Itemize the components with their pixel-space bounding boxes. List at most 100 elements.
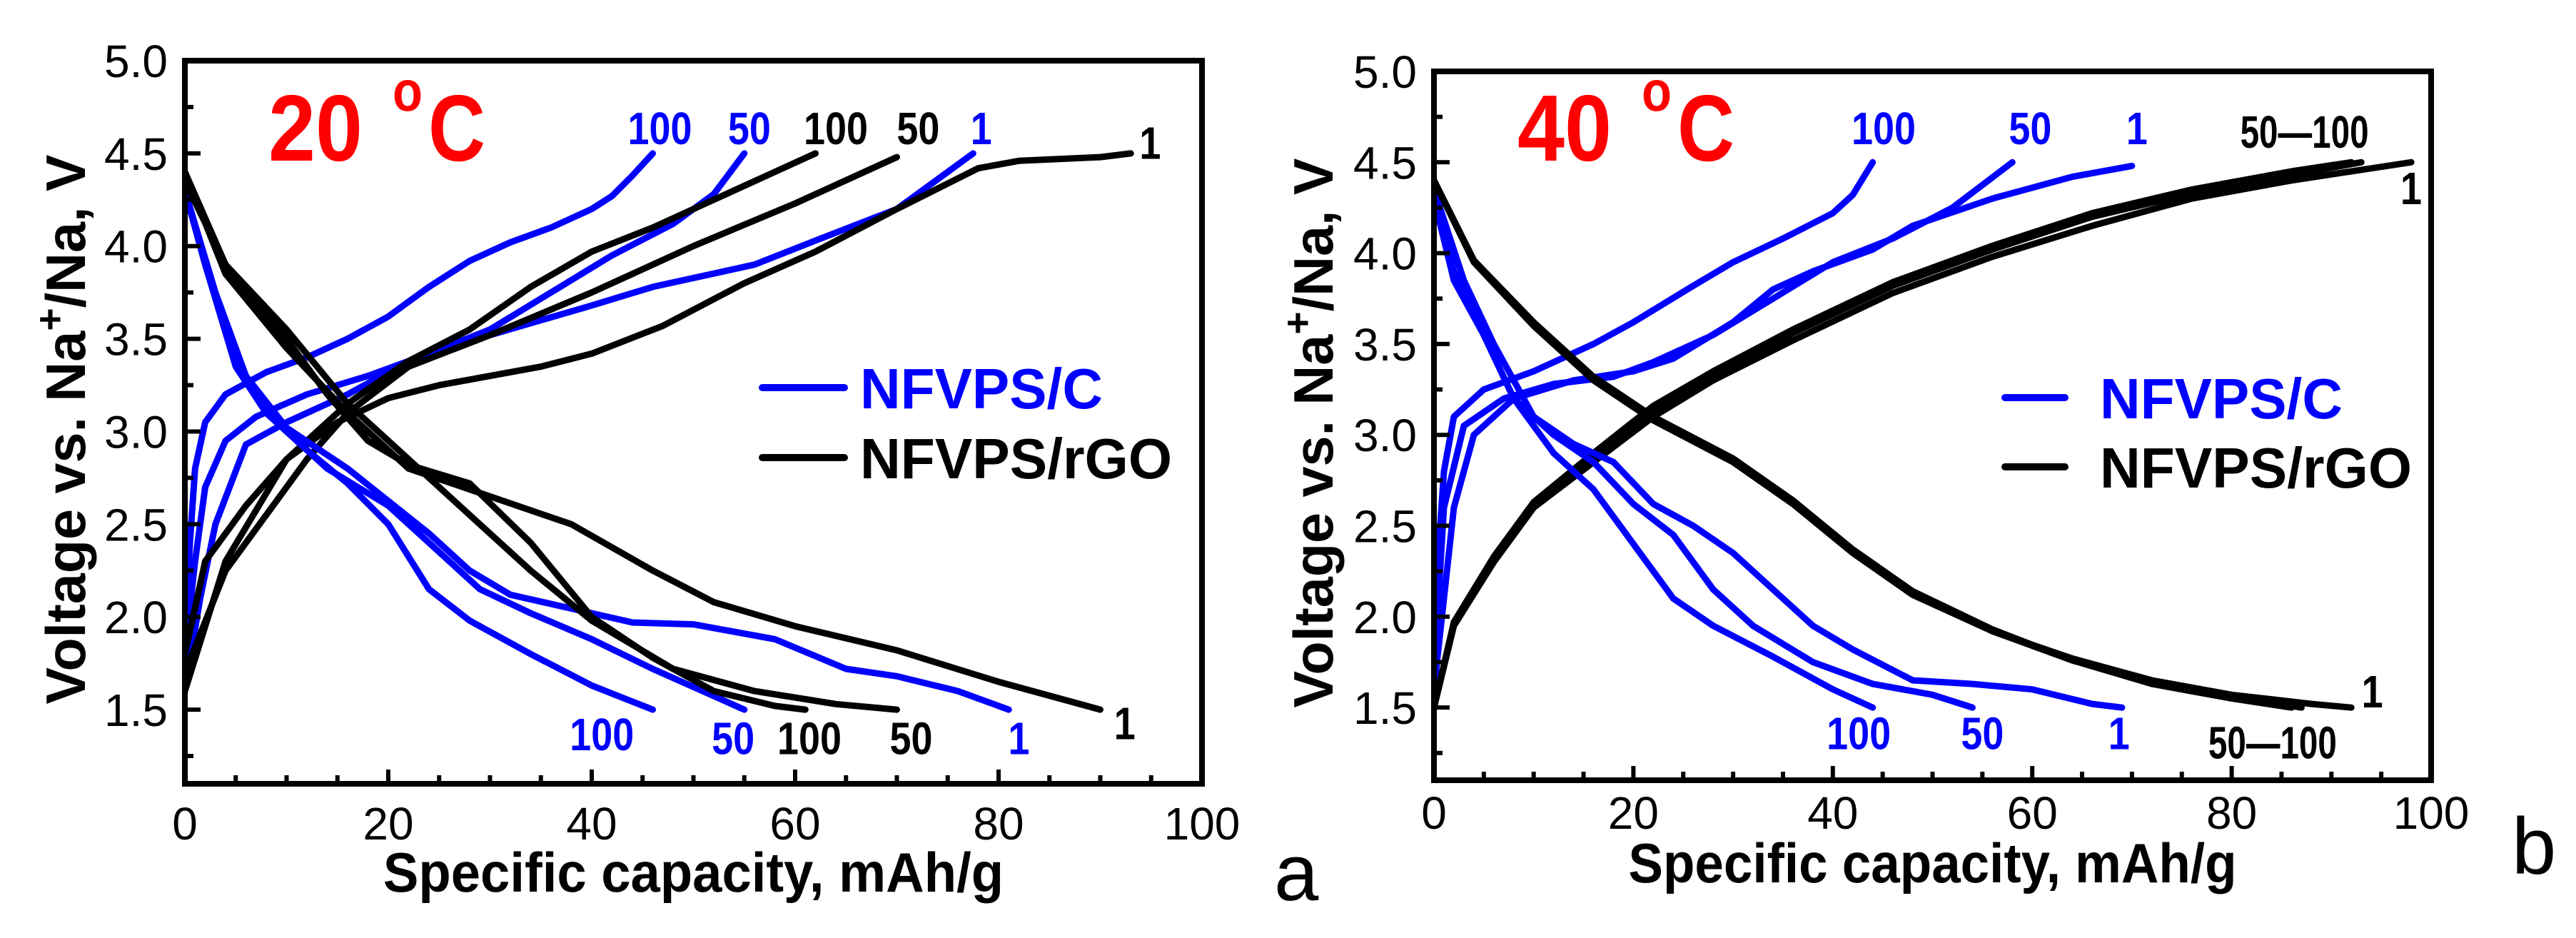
rate-annotation: 1: [2108, 708, 2130, 760]
rate-annotation: 50: [2009, 103, 2051, 154]
rate-annotation: 50: [728, 103, 771, 154]
series-nfvps-rgo-50-charge: [1434, 158, 2365, 711]
y-tick-label: 4.0: [104, 221, 168, 273]
x-axis-title: Specific capacity, mAh/g: [383, 841, 1004, 904]
rate-annotation: 1: [1009, 712, 1030, 764]
y-tick-label: 2.5: [1353, 501, 1417, 553]
series-nfvps-c-100-charge: [185, 150, 656, 639]
series-nfvps-rgo-1-charge: [1434, 158, 2415, 711]
y-axis-title-main: Voltage vs. Na: [34, 331, 97, 704]
y-tick-label: 4.0: [1353, 228, 1417, 280]
x-tick-label: 0: [172, 798, 198, 849]
series-nfvps-c-1-discharge: [1434, 186, 2126, 711]
rate-annotation: 100: [570, 709, 634, 760]
y-tick-label: 1.5: [1353, 682, 1417, 734]
temperature-value: 20: [268, 76, 363, 181]
x-tick-label: 80: [2206, 787, 2257, 839]
y-tick-label: 3.5: [1353, 319, 1417, 370]
y-tick-label: 2.0: [104, 592, 168, 643]
series-nfvps-rgo-1-discharge: [185, 168, 1103, 713]
series-nfvps-rgo-100-discharge: [185, 178, 809, 713]
series-nfvps-rgo-100-charge: [1434, 158, 2355, 711]
series-nfvps-rgo-100-charge: [185, 150, 819, 657]
y-tick-label: 3.0: [1353, 410, 1417, 461]
series-group: [185, 150, 1134, 713]
x-tick-label: 60: [769, 798, 820, 849]
legend-label: NFVPS/C: [860, 357, 1103, 420]
y-tick-label: 3.0: [104, 406, 168, 458]
rate-annotation: 50: [896, 103, 939, 154]
legend-label: NFVPS/rGO: [2100, 436, 2412, 500]
rate-annotation: 1: [2362, 666, 2383, 717]
x-tick-label: 80: [973, 798, 1024, 849]
rate-annotation: 100: [777, 712, 842, 764]
y-tick-label: 5.0: [1353, 46, 1417, 98]
rate-annotation: 100: [627, 103, 692, 154]
rate-annotation: 1: [2400, 163, 2422, 214]
rate-annotation: 100: [1827, 708, 1891, 760]
panel-letter: b: [2512, 802, 2556, 891]
legend: NFVPS/C NFVPS/rGO: [759, 357, 1172, 490]
temperature-label: 40 o C: [1517, 59, 1734, 181]
panel-a: 0 20 40 60 80 100 1.5 2.0 2.5 3.0 3.5 4.0 4.5 5.0 Spec…: [27, 36, 1319, 917]
series-nfvps-c-100-charge: [1434, 158, 1877, 657]
series-nfvps-rgo-1-charge: [185, 150, 1134, 695]
series-nfvps-c-1-charge: [1434, 162, 2136, 693]
x-tick-label: 40: [566, 798, 617, 849]
series-nfvps-rgo-50-charge: [185, 153, 900, 676]
series-nfvps-c-100-discharge: [185, 187, 656, 713]
x-tick-label: 60: [2007, 787, 2058, 839]
x-tick-label: 0: [1421, 787, 1447, 839]
rate-annotation: 1: [1114, 698, 1136, 750]
panel-b: 0 20 40 60 80 100 1.5 2.0 2.5 3.0 3.5 4.0 4.5 5.0 Spec…: [1275, 46, 2556, 894]
x-tick-label: 20: [1608, 787, 1659, 839]
series-nfvps-c-1-discharge: [185, 187, 1012, 713]
series-nfvps-c-50-discharge: [185, 187, 748, 713]
rate-annotation: 50—100: [2208, 717, 2337, 768]
x-tick-label: 100: [1164, 798, 1241, 849]
rate-annotation: 1: [2126, 103, 2148, 154]
series-group: [1434, 158, 2415, 711]
y-axis-title: Voltage vs. Na+/Na, V: [27, 155, 97, 705]
series-nfvps-rgo-100-discharge: [1434, 177, 2295, 711]
y-axis-title-rest: /Na, V: [34, 155, 97, 308]
degree-symbol: o: [1642, 59, 1672, 123]
y-axis-title: Voltage vs. Na+/Na, V: [1275, 158, 1345, 708]
rate-annotation: 50: [1961, 708, 2004, 760]
x-tick-label: 40: [1807, 787, 1858, 839]
y-tick-label: 2.5: [104, 499, 168, 550]
y-axis-title-main: Voltage vs. Na: [1282, 334, 1345, 707]
rate-annotation: 50: [889, 712, 932, 764]
temperature-value: 40: [1517, 76, 1612, 181]
rate-annotation: 100: [1852, 103, 1916, 154]
y-axis-title-superscript: +: [27, 308, 72, 331]
y-axis-title-rest: /Na, V: [1282, 158, 1345, 312]
temperature-unit: C: [428, 76, 485, 181]
degree-symbol: o: [393, 59, 423, 123]
temperature-unit: C: [1677, 76, 1734, 181]
rate-annotation: 50—100: [2241, 106, 2369, 158]
rate-annotation: 1: [971, 103, 992, 154]
temperature-label: 20 o C: [268, 59, 485, 181]
y-tick-label: 4.5: [1353, 137, 1417, 188]
y-tick-label: 2.0: [1353, 592, 1417, 643]
rate-annotation: 100: [804, 103, 868, 154]
x-axis-title: Specific capacity, mAh/g: [1628, 832, 2236, 894]
y-tick-label: 3.5: [104, 314, 168, 365]
series-nfvps-c-50-discharge: [1434, 195, 1976, 711]
legend-label: NFVPS/C: [2100, 367, 2343, 430]
panel-letter: a: [1274, 828, 1319, 917]
legend-label: NFVPS/rGO: [860, 427, 1172, 490]
y-axis-title-superscript: +: [1275, 311, 1320, 334]
y-tick-label: 1.5: [104, 685, 168, 736]
y-tick-label: 5.0: [104, 36, 168, 87]
x-tick-label: 100: [2393, 787, 2470, 839]
rate-annotation: 1: [1139, 118, 1161, 169]
rate-annotation: 50: [712, 712, 754, 764]
y-tick-label: 4.5: [104, 128, 168, 180]
x-tick-label: 20: [363, 798, 413, 849]
series-nfvps-rgo-50-discharge: [185, 168, 900, 713]
